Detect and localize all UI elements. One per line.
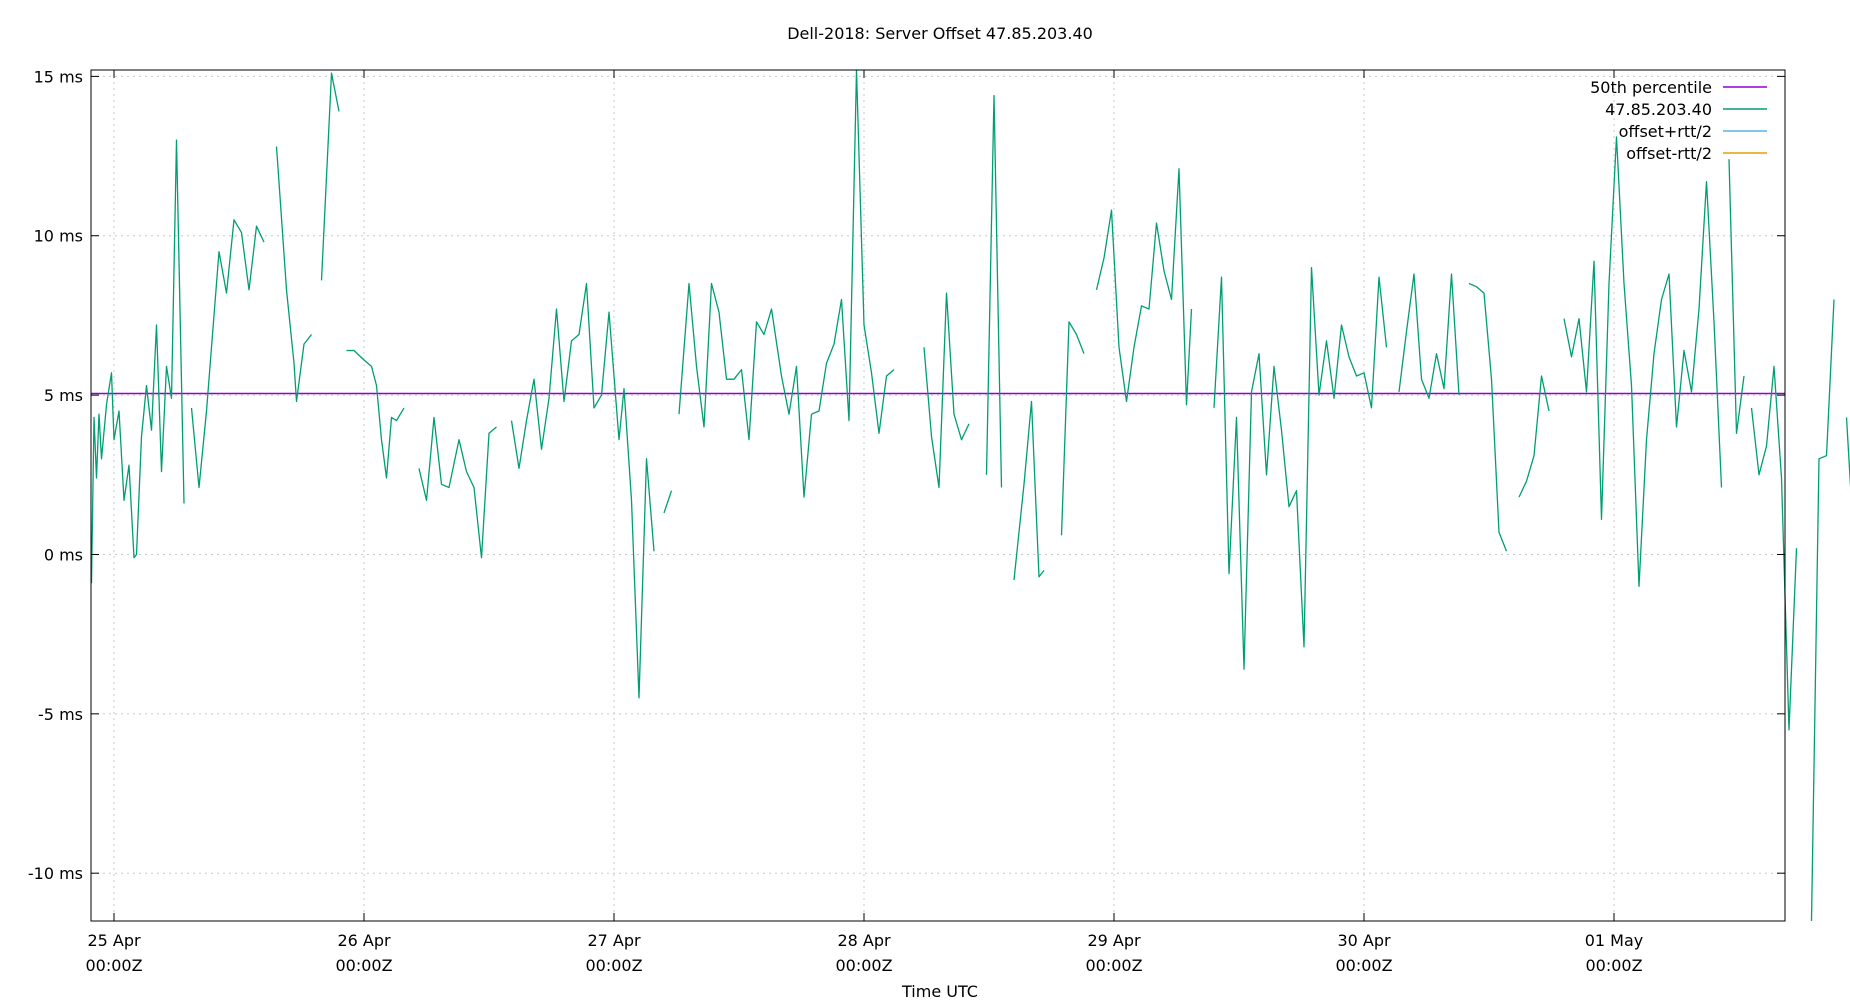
series-segment-1 [1095, 168, 1193, 406]
grid [91, 70, 1785, 921]
legend-label: offset+rtt/2 [1619, 122, 1712, 141]
x-tick-sublabel: 00:00Z [1585, 956, 1642, 975]
series-segment-1 [1518, 375, 1550, 498]
series-segment-1 [1563, 136, 1723, 587]
y-tick-label: 15 ms [34, 67, 83, 86]
series-segment-1 [346, 349, 405, 479]
plot-border [90, 69, 1786, 922]
series-segment-1 [985, 94, 1003, 488]
legend: 50th percentile 47.85.203.40 offset+rtt/2 o… [1590, 78, 1767, 163]
series-segment-1 [90, 139, 185, 584]
legend-label: offset-rtt/2 [1626, 144, 1712, 163]
y-tick-label: 10 ms [34, 227, 83, 246]
x-tick-label: 26 Apr [337, 931, 391, 950]
x-tick-sublabel: 00:00Z [1085, 956, 1142, 975]
series-segment-1 [275, 146, 313, 403]
x-tick-label: 28 Apr [837, 931, 891, 950]
axis-ticks: 15 ms 10 ms 5 ms 0 ms -5 ms -10 ms 25 Apr 00:00… [28, 67, 1785, 975]
series-segment-1 [1060, 321, 1085, 536]
x-tick-label: 25 Apr [87, 931, 141, 950]
series-segment-1 [663, 490, 673, 514]
x-tick-label: 30 Apr [1337, 931, 1391, 950]
y-tick-label: 0 ms [44, 545, 83, 564]
series-segment-1 [923, 292, 970, 489]
x-tick-sublabel: 00:00Z [585, 956, 642, 975]
x-tick-sublabel: 00:00Z [835, 956, 892, 975]
series-segment-1 [1728, 159, 1745, 434]
x-tick-sublabel: 00:00Z [335, 956, 392, 975]
legend-label: 50th percentile [1590, 78, 1712, 97]
series-segment-1 [1468, 282, 1508, 552]
y-tick-label: -5 ms [38, 705, 83, 724]
x-tick-sublabel: 00:00Z [85, 956, 142, 975]
series-segment-1 [1013, 400, 1045, 581]
x-tick-label: 01 May [1585, 931, 1644, 950]
series-segment-1 [1398, 273, 1460, 399]
x-axis-label: Time UTC [901, 982, 978, 1000]
series-segment-1 [1750, 365, 1798, 731]
series-segment-1 [320, 72, 340, 281]
x-tick-label: 29 Apr [1087, 931, 1141, 950]
series-segment-1 [418, 416, 497, 559]
chart-title: Dell-2018: Server Offset 47.85.203.40 [787, 24, 1093, 43]
legend-label: 47.85.203.40 [1605, 100, 1712, 119]
series-segment-1 [1845, 417, 1850, 488]
x-tick-sublabel: 00:00Z [1335, 956, 1392, 975]
series-segment-1 [510, 282, 655, 699]
plot-series [90, 69, 1850, 922]
series-segment-1 [1810, 299, 1835, 922]
x-tick-label: 27 Apr [587, 931, 641, 950]
y-tick-label: -10 ms [28, 864, 83, 883]
series-segment-1 [1213, 266, 1388, 670]
y-tick-label: 5 ms [44, 386, 83, 405]
series-segment-1 [190, 219, 265, 489]
series-segment-1 [678, 69, 895, 498]
